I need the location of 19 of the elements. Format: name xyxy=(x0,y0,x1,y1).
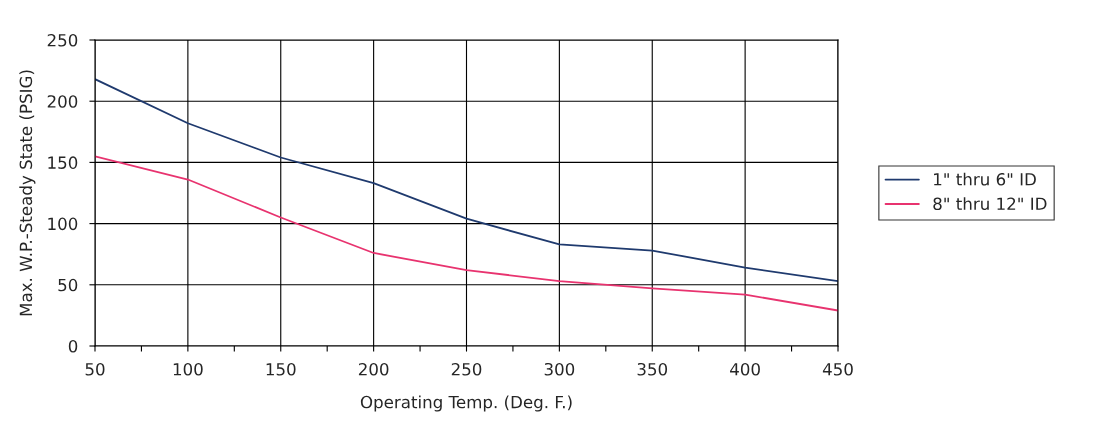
x-tick-label: 450 xyxy=(822,362,853,376)
y-tick-label: 100 xyxy=(48,217,78,231)
x-tick-label: 100 xyxy=(173,362,203,376)
legend-label: 8" thru 12" ID xyxy=(933,197,1047,211)
y-tick-label: 0 xyxy=(68,339,78,353)
legend-label: 1" thru 6" ID xyxy=(934,172,1036,186)
x-tick-label: 250 xyxy=(451,362,482,376)
y-tick-label: 250 xyxy=(47,33,78,47)
y-axis-title: Max. W.P.-Steady State (PSIG) xyxy=(19,70,36,316)
y-tick-label: 150 xyxy=(48,156,78,169)
x-tick-label: 400 xyxy=(730,362,760,376)
x-tick-label: 150 xyxy=(266,362,296,376)
x-tick-label: 200 xyxy=(358,362,389,376)
y-tick-label: 50 xyxy=(58,278,78,292)
x-tick-label: 50 xyxy=(85,362,105,376)
x-axis-title: Operating Temp. (Deg. F.) xyxy=(360,395,572,412)
x-tick-label: 350 xyxy=(637,362,668,376)
y-tick-label: 200 xyxy=(47,95,78,108)
x-tick-label: 300 xyxy=(544,362,575,376)
